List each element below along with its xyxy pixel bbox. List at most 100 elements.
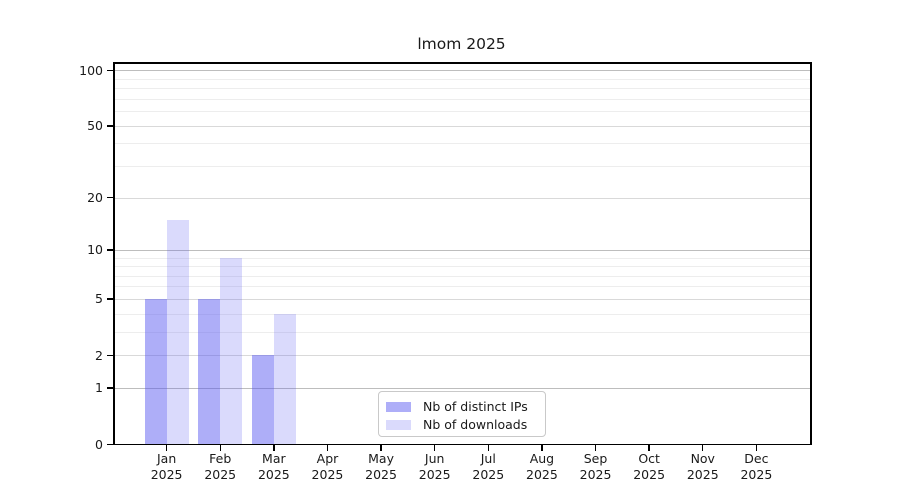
x-tick-label-month: Mar — [262, 451, 286, 466]
x-tick-label-month: Nov — [690, 451, 715, 466]
gridline-y-4 — [113, 313, 810, 315]
y-tick-label-2: 2 — [95, 347, 103, 363]
gridline-y-40 — [113, 143, 810, 145]
x-tick-0 — [165, 445, 168, 451]
x-tick-label-year: 2025 — [472, 467, 505, 482]
bar-nb-of-distinct-ips-jan-2025 — [144, 298, 167, 444]
plot-spine-top — [113, 62, 812, 64]
gridline-y-7 — [113, 275, 810, 277]
y-tick-label-50: 50 — [87, 118, 103, 134]
x-tick-label-month: Jan — [156, 451, 177, 466]
gridline-y-5 — [113, 298, 810, 300]
x-tick-label-year: 2025 — [204, 467, 237, 482]
x-tick-1 — [219, 445, 221, 451]
gridline-y-50 — [113, 125, 810, 127]
gridline-y-70 — [113, 98, 810, 100]
gridline-y-30 — [113, 165, 810, 167]
x-tick-label-5: Jun 2025 — [405, 451, 465, 483]
x-tick-8 — [594, 445, 597, 451]
y-tick-label-5: 5 — [95, 291, 103, 307]
y-tick-label-1: 1 — [95, 380, 103, 396]
x-tick-label-year: 2025 — [579, 467, 612, 482]
legend-item: Nb of distinct IPs — [386, 398, 538, 415]
bar-nb-of-distinct-ips-mar-2025 — [251, 355, 274, 444]
x-tick-label-year: 2025 — [150, 467, 183, 482]
x-tick-5 — [433, 445, 436, 451]
gridline-y-9 — [113, 257, 810, 259]
y-tick-label-100: 100 — [79, 62, 103, 78]
x-tick-label-month: Apr — [316, 451, 339, 466]
gridline-y-90 — [113, 78, 810, 80]
y-tick-label-0: 0 — [95, 436, 103, 452]
bar-nb-of-downloads-feb-2025 — [220, 257, 243, 444]
x-tick-label-4: May 2025 — [351, 451, 411, 483]
legend-label: Nb of downloads — [423, 417, 528, 432]
x-tick-label-0: Jan 2025 — [137, 451, 197, 483]
y-tick-50 — [107, 125, 113, 127]
y-tick-100 — [107, 69, 113, 72]
x-tick-11 — [755, 445, 758, 451]
legend-swatch — [386, 401, 411, 412]
gridline-y-60 — [113, 111, 810, 113]
legend-rows: Nb of distinct IPs Nb of downloads — [386, 398, 538, 433]
legend-item: Nb of downloads — [386, 416, 538, 433]
x-tick-9 — [648, 445, 650, 451]
x-tick-10 — [702, 445, 704, 451]
x-tick-label-year: 2025 — [365, 467, 397, 482]
y-tick-20 — [107, 197, 113, 199]
x-tick-label-8: Sep 2025 — [566, 451, 626, 483]
bar-nb-of-downloads-jan-2025 — [166, 219, 189, 444]
gridline-y-10 — [113, 249, 810, 251]
gridline-y-80 — [113, 88, 810, 90]
x-tick-label-10: Nov 2025 — [673, 451, 733, 483]
plot-spine-left — [113, 62, 115, 445]
y-tick-2 — [107, 354, 113, 356]
x-tick-label-month: Jun — [424, 451, 445, 466]
x-tick-3 — [326, 445, 329, 451]
x-tick-6 — [487, 445, 489, 451]
gridline-y-8 — [113, 266, 810, 268]
y-tick-label-20: 20 — [87, 190, 103, 206]
gridline-y-6 — [113, 286, 810, 288]
x-tick-label-month: Dec — [744, 451, 769, 466]
x-tick-4 — [380, 445, 382, 451]
x-tick-label-1: Feb 2025 — [190, 451, 250, 483]
x-tick-label-year: 2025 — [633, 467, 666, 482]
x-tick-7 — [541, 445, 543, 451]
x-tick-label-month: Feb — [209, 451, 232, 466]
x-tick-label-year: 2025 — [740, 467, 773, 482]
gridline-y-1 — [113, 387, 810, 389]
x-tick-label-year: 2025 — [526, 467, 558, 482]
x-tick-label-month: Sep — [583, 451, 608, 466]
gridline-y-3 — [113, 331, 810, 333]
x-tick-label-month: Jul — [480, 451, 496, 466]
plot-spine-bottom — [113, 443, 812, 445]
y-tick-5 — [107, 298, 113, 300]
legend-swatch — [386, 419, 411, 430]
x-tick-label-7: Aug 2025 — [512, 451, 572, 483]
y-tick-label-10: 10 — [87, 242, 103, 258]
x-tick-label-9: Oct 2025 — [619, 451, 679, 483]
x-tick-label-month: Aug — [529, 451, 555, 466]
x-tick-label-2: Mar 2025 — [244, 451, 304, 483]
plot-area — [113, 62, 810, 444]
x-tick-label-11: Dec 2025 — [726, 451, 786, 483]
legend-label: Nb of distinct IPs — [423, 399, 528, 414]
x-tick-label-month: Oct — [638, 451, 660, 466]
y-tick-10 — [107, 249, 113, 251]
chart-title: lmom 2025 — [417, 35, 506, 53]
x-tick-2 — [273, 445, 275, 451]
x-tick-label-year: 2025 — [418, 467, 451, 482]
y-tick-0 — [107, 443, 113, 445]
x-tick-label-3: Apr 2025 — [297, 451, 357, 483]
gridline-y-20 — [113, 197, 810, 199]
bar-nb-of-downloads-mar-2025 — [273, 313, 296, 444]
x-tick-label-year: 2025 — [311, 467, 344, 482]
legend: Nb of distinct IPs Nb of downloads — [378, 391, 546, 437]
gridline-y-100 — [113, 70, 810, 72]
gridline-y-2 — [113, 355, 810, 357]
x-tick-label-year: 2025 — [257, 467, 290, 482]
y-tick-1 — [107, 387, 113, 389]
plot-spine-right — [810, 62, 812, 445]
